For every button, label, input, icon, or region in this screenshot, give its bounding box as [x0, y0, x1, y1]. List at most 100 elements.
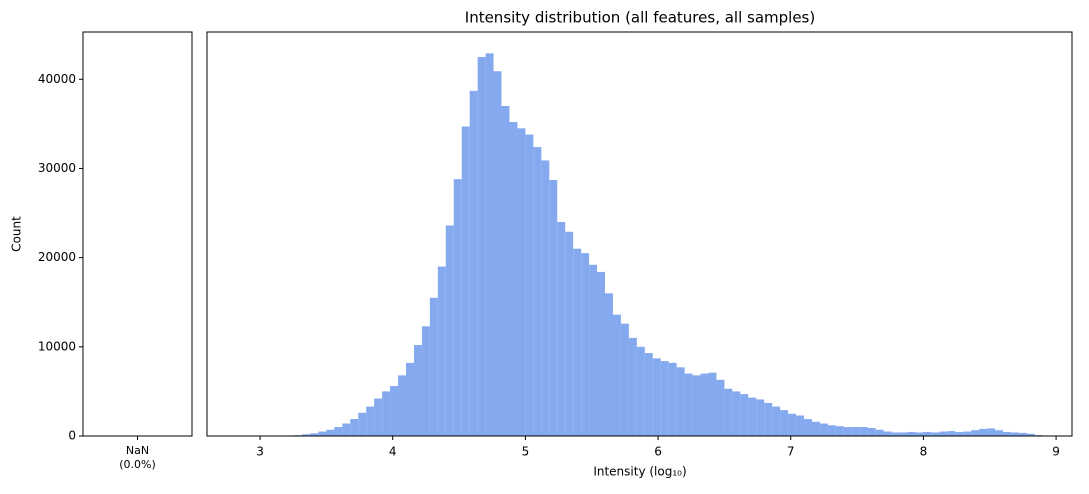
x-tick-label: 5: [522, 445, 530, 459]
histogram-bar: [446, 226, 454, 436]
x-tick-label: 4: [389, 445, 397, 459]
histogram-bar: [438, 267, 446, 436]
histogram-bar: [581, 253, 589, 436]
histogram-bar: [502, 106, 510, 436]
histogram-bar: [486, 53, 494, 436]
y-tick-label: 30000: [38, 161, 76, 175]
histogram-bar: [366, 407, 374, 436]
histogram-bar: [605, 293, 613, 436]
histogram-bar: [517, 128, 525, 436]
histogram-bar: [868, 428, 876, 436]
histogram-bar: [342, 424, 350, 436]
histogram-bar: [685, 374, 693, 436]
histogram-bar: [947, 431, 955, 436]
histogram-bar: [334, 427, 342, 436]
histogram-bar: [884, 432, 892, 436]
y-tick-label: 20000: [38, 250, 76, 264]
histogram-bar: [549, 180, 557, 436]
histogram-bar: [390, 386, 398, 436]
y-axis-label: Count: [10, 216, 24, 252]
histogram-bar: [494, 71, 502, 436]
histogram-bar: [836, 426, 844, 436]
histogram-bar: [454, 179, 462, 436]
histogram-bar: [597, 272, 605, 436]
histogram-bar: [358, 413, 366, 436]
histogram-bar: [724, 389, 732, 436]
histogram-bar: [772, 407, 780, 436]
histogram-bar: [701, 374, 709, 436]
histogram-bar: [406, 363, 414, 436]
histogram-bar: [955, 432, 963, 436]
histogram-bar: [462, 127, 470, 436]
histogram-bar: [693, 375, 701, 436]
y-tick-label: 0: [68, 429, 76, 443]
histogram-bar: [939, 432, 947, 436]
x-tick-label: 3: [256, 445, 264, 459]
histogram-bar: [923, 432, 931, 436]
histogram-bar: [1003, 432, 1011, 436]
histogram-bar: [374, 399, 382, 436]
histogram-bar: [796, 415, 804, 436]
histogram-bar: [828, 425, 836, 436]
histogram-bar: [525, 135, 533, 436]
histogram-bar: [470, 91, 478, 436]
chart-title: Intensity distribution (all features, al…: [465, 9, 815, 27]
histogram-bar: [557, 222, 565, 436]
histogram-bar: [748, 398, 756, 436]
histogram-bar: [621, 324, 629, 436]
x-tick-label: 6: [654, 445, 662, 459]
histogram-bar: [716, 380, 724, 436]
y-tick-label: 10000: [38, 339, 76, 353]
histogram-bar: [708, 373, 716, 436]
x-tick-label: 7: [787, 445, 795, 459]
histogram-bar: [350, 419, 358, 436]
histogram-bar: [478, 57, 486, 436]
histogram-bar: [645, 353, 653, 436]
histogram-bar: [382, 391, 390, 436]
histogram-bar: [637, 347, 645, 436]
histogram-bar: [430, 298, 438, 436]
histogram-bar: [653, 358, 661, 436]
histogram-bar: [788, 414, 796, 436]
histogram-bar: [677, 367, 685, 436]
histogram-bar: [669, 363, 677, 436]
x-tick-label: 9: [1052, 445, 1060, 459]
histogram-bar: [565, 232, 573, 436]
histogram-bar: [820, 424, 828, 436]
histogram-bar: [326, 430, 334, 436]
histogram-bar: [740, 394, 748, 436]
histogram-bar: [422, 326, 430, 436]
histogram-bar: [860, 427, 868, 436]
histogram-bar: [931, 432, 939, 436]
x-tick-label: NaN: [126, 444, 149, 457]
histogram-bar: [963, 432, 971, 436]
histogram-bar: [979, 429, 987, 436]
histogram-bar: [533, 147, 541, 436]
histogram-bar: [900, 432, 908, 436]
histogram-bar: [318, 432, 326, 436]
histogram-bar: [398, 375, 406, 436]
histogram-bar: [541, 160, 549, 436]
histogram-bar: [915, 432, 923, 436]
histogram-bar: [756, 399, 764, 436]
histogram-bar: [589, 265, 597, 436]
histogram-bar: [892, 432, 900, 436]
histogram-bar: [414, 345, 422, 436]
x-axis-label: Intensity (log₁₀): [593, 465, 686, 479]
x-tick-label: 8: [920, 445, 928, 459]
histogram-bar: [629, 338, 637, 436]
histogram-bar: [907, 432, 915, 436]
histogram-bar: [844, 427, 852, 436]
histogram-bar: [573, 249, 581, 436]
histogram-bar: [971, 430, 979, 436]
histogram-bar: [764, 403, 772, 436]
axes-frame: [83, 32, 192, 436]
histogram-bar: [509, 122, 517, 436]
histogram-bar: [1011, 432, 1019, 436]
histogram-bar: [995, 430, 1003, 436]
histogram-bar: [780, 410, 788, 436]
histogram-bar: [812, 422, 820, 436]
histogram-bar: [661, 361, 669, 436]
histogram-bar: [987, 428, 995, 436]
